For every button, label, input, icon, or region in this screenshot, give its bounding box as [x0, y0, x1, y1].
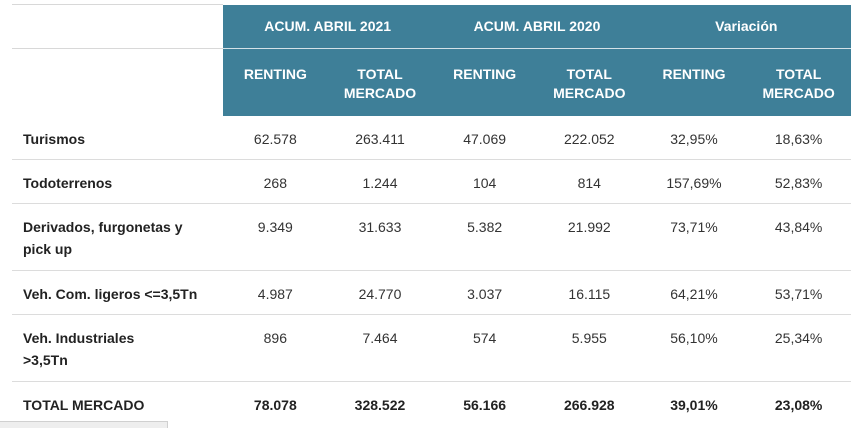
cell: 43,84% [746, 203, 851, 271]
table-body: Turismos 62.578 263.411 47.069 222.052 3… [12, 115, 851, 418]
cell: 222.052 [536, 115, 642, 160]
cell: 39,01% [670, 397, 718, 413]
header-group-row: ACUM. ABRIL 2021 ACUM. ABRIL 2020 Variac… [12, 4, 851, 49]
horizontal-scrollbar[interactable] [0, 421, 168, 428]
subcol-header: TOTAL MERCADO [327, 48, 433, 116]
row-label: Veh. Com. ligeros <=3,5Tn [12, 270, 223, 315]
cell: 814 [536, 159, 642, 204]
subcol-header: RENTING [223, 48, 328, 116]
cell: 263.411 [327, 115, 433, 160]
cell: 3.037 [432, 270, 537, 315]
table-row: Derivados, furgonetas y pick up 9.349 31… [12, 203, 851, 271]
subcol-header: RENTING [432, 48, 537, 116]
cell: 32,95% [641, 115, 747, 160]
cell: 52,83% [746, 159, 851, 204]
cell: 266.928 [563, 397, 615, 413]
cell: 78.078 [253, 397, 297, 413]
cell: 574 [432, 314, 537, 382]
table-row: Veh. Industriales >3,5Tn 896 7.464 574 5… [12, 314, 851, 382]
cell: 5.382 [432, 203, 537, 271]
header-corner [12, 4, 223, 49]
table-header: ACUM. ABRIL 2021 ACUM. ABRIL 2020 Variac… [12, 4, 851, 116]
cell: 1.244 [327, 159, 433, 204]
cell: 64,21% [641, 270, 747, 315]
subcol-header: RENTING [641, 48, 747, 116]
cell: 18,63% [746, 115, 851, 160]
cell: 328.522 [354, 397, 406, 413]
cell: 5.955 [536, 314, 642, 382]
row-label-text: Derivados, furgonetas y pick up [23, 219, 183, 257]
cell: 896 [223, 314, 328, 382]
group-header-2021: ACUM. ABRIL 2021 [223, 4, 433, 49]
header-subcol-row: RENTING TOTAL MERCADO RENTING TOTAL MERC… [12, 48, 851, 116]
total-row: TOTAL MERCADO 78.078 328.522 56.166 266.… [12, 382, 851, 418]
cell: 25,34% [746, 314, 851, 382]
cell: 268 [223, 159, 328, 204]
subcol-label: TOTAL MERCADO [762, 66, 835, 101]
cell: 23,08% [774, 397, 823, 413]
cell: 53,71% [746, 270, 851, 315]
cell: 56.166 [463, 397, 507, 413]
row-label: Veh. Industriales >3,5Tn [12, 314, 223, 382]
cell: 24.770 [327, 270, 433, 315]
cell: 47.069 [432, 115, 537, 160]
subcol-header: TOTAL MERCADO [746, 48, 851, 116]
row-label: Derivados, furgonetas y pick up [12, 203, 223, 271]
cell: 21.992 [536, 203, 642, 271]
table-row: Turismos 62.578 263.411 47.069 222.052 3… [12, 115, 851, 160]
row-label: Turismos [12, 115, 223, 160]
group-header-2020: ACUM. ABRIL 2020 [432, 4, 642, 49]
cell: 9.349 [223, 203, 328, 271]
renting-market-table: ACUM. ABRIL 2021 ACUM. ABRIL 2020 Variac… [12, 4, 851, 418]
row-label: Todoterrenos [12, 159, 223, 204]
cell: 73,71% [641, 203, 747, 271]
table-row: Todoterrenos 268 1.244 104 814 157,69% 5… [12, 159, 851, 204]
row-label-text: Veh. Industriales >3,5Tn [23, 330, 135, 368]
cell: 7.464 [327, 314, 433, 382]
cell: 31.633 [327, 203, 433, 271]
cell: 104 [432, 159, 537, 204]
row-label: TOTAL MERCADO [23, 397, 145, 413]
subcol-header: TOTAL MERCADO [536, 48, 642, 116]
header-corner-lower [12, 48, 223, 116]
subcol-label: TOTAL MERCADO [553, 66, 626, 101]
cell: 62.578 [223, 115, 328, 160]
table-row: Veh. Com. ligeros <=3,5Tn 4.987 24.770 3… [12, 270, 851, 315]
cell: 16.115 [536, 270, 642, 315]
cell: 4.987 [223, 270, 328, 315]
cell: 157,69% [641, 159, 747, 204]
subcol-label: TOTAL MERCADO [343, 66, 417, 101]
group-header-variacion: Variación [641, 4, 851, 49]
cell: 56,10% [641, 314, 747, 382]
